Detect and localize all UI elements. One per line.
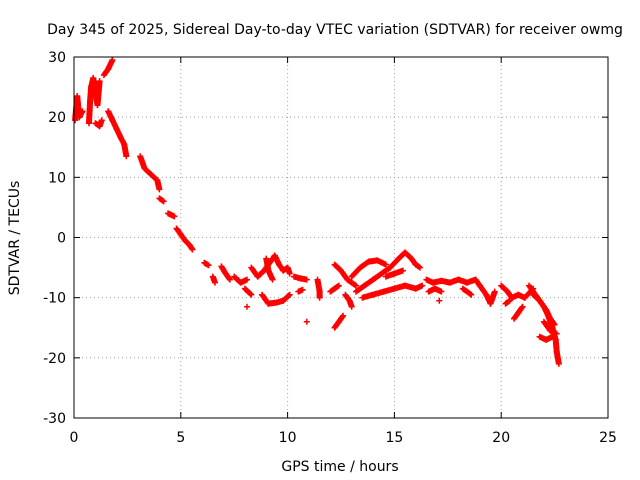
- data-point: [79, 108, 86, 115]
- data-points: [72, 57, 562, 367]
- data-point: [316, 294, 323, 301]
- data-point: [335, 282, 342, 289]
- data-point: [160, 198, 167, 205]
- y-axis-label: SDTVAR / TECUs: [7, 181, 23, 296]
- plot-frame: [73, 56, 609, 419]
- data-point: [468, 291, 475, 298]
- data-point: [98, 117, 105, 124]
- chart-title: Day 345 of 2025, Sidereal Day-to-day VTE…: [47, 22, 623, 38]
- data-point: [205, 262, 212, 269]
- x-tick-label: 5: [176, 430, 185, 446]
- data-point: [189, 246, 196, 253]
- tick-labels: 0 5 10 15 20 25 -30 -20 -10 0 10 20 30: [43, 50, 617, 446]
- data-point: [303, 276, 310, 283]
- data-point: [96, 78, 103, 85]
- data-point: [467, 290, 474, 297]
- data-point: [417, 264, 423, 271]
- data-point: [171, 213, 178, 220]
- data-point: [269, 276, 276, 283]
- data-point: [109, 57, 116, 63]
- data-point: [247, 290, 254, 297]
- data-point: [419, 282, 426, 289]
- data-point: [438, 288, 445, 295]
- data-point: [286, 291, 293, 298]
- data-point: [212, 279, 218, 286]
- data-point: [399, 267, 406, 274]
- data-point: [348, 303, 355, 310]
- data-point: [416, 263, 422, 270]
- data-point: [159, 197, 166, 204]
- data-point: [226, 276, 233, 283]
- data-point: [286, 270, 293, 277]
- data-point: [248, 291, 255, 298]
- y-tick-label: -30: [43, 411, 66, 427]
- data-point: [334, 283, 341, 290]
- data-point: [353, 282, 359, 289]
- y-tick-label: 10: [48, 170, 66, 186]
- y-tick-label: 30: [48, 50, 66, 66]
- x-tick-label: 25: [599, 430, 617, 446]
- y-tick-label: -20: [43, 351, 66, 367]
- data-point: [303, 318, 310, 325]
- data-point: [553, 330, 560, 337]
- data-point: [244, 303, 250, 310]
- x-tick-label: 10: [279, 430, 297, 446]
- data-point: [156, 186, 163, 193]
- data-point: [123, 153, 130, 160]
- x-tick-label: 0: [70, 430, 79, 446]
- x-tick-label: 20: [492, 430, 510, 446]
- data-point: [555, 360, 562, 367]
- data-point: [244, 276, 250, 283]
- data-point: [436, 297, 443, 304]
- data-point: [506, 297, 513, 304]
- data-point: [491, 288, 498, 295]
- data-point: [382, 261, 389, 268]
- data-point: [299, 286, 306, 293]
- y-tick-label: -10: [43, 291, 66, 307]
- y-tick-label: 20: [48, 110, 66, 126]
- data-point: [285, 292, 292, 299]
- data-point: [518, 304, 525, 311]
- data-point: [340, 312, 347, 319]
- y-tick-label: 0: [57, 231, 66, 247]
- x-axis-label: GPS time / hours: [281, 459, 398, 475]
- data-point: [519, 303, 526, 310]
- x-tick-label: 15: [385, 430, 403, 446]
